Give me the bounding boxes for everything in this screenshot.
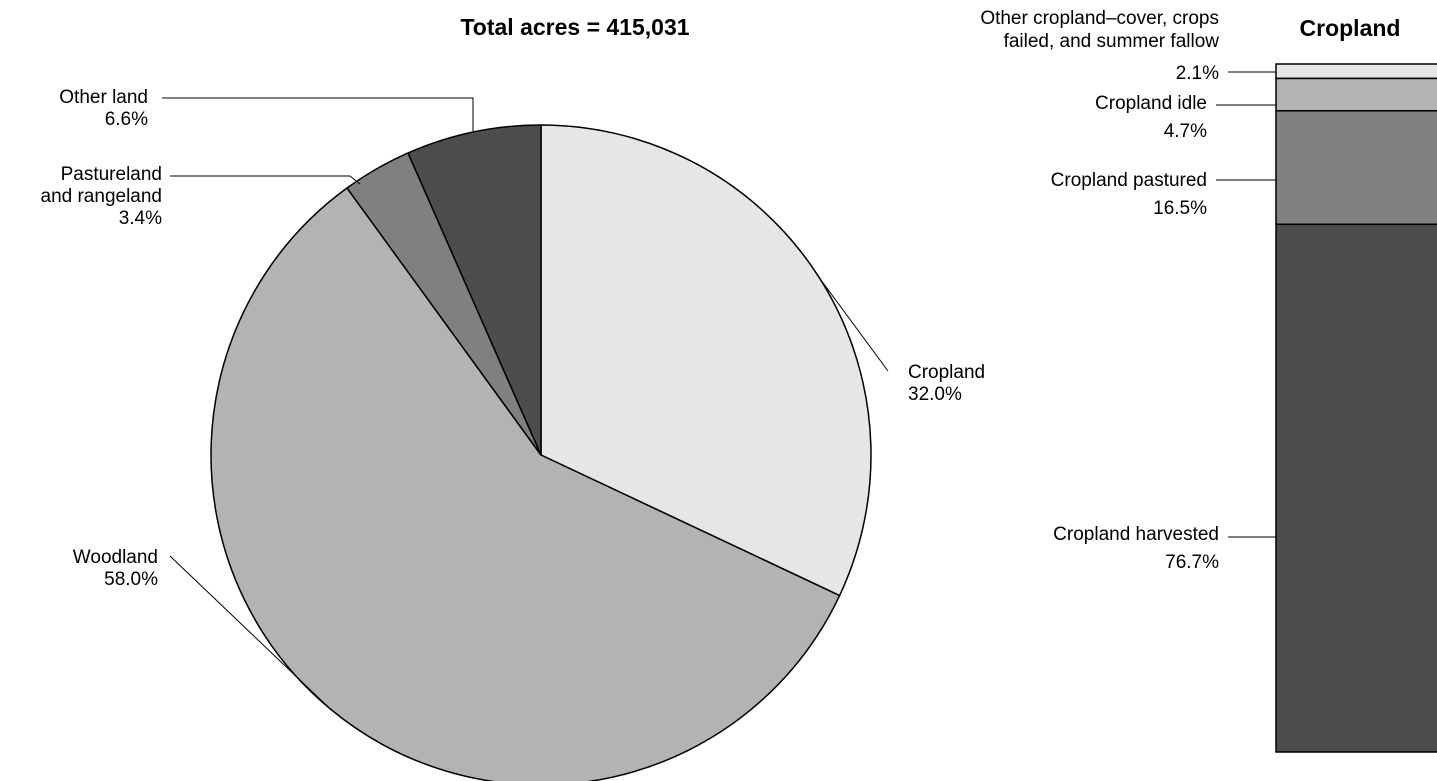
pie-leader-line-woodland bbox=[169, 555, 332, 710]
pie-label-text-pastureland-line: Pastureland bbox=[61, 164, 162, 185]
pie-slice-cropland bbox=[540, 124, 872, 597]
bar-label-text-other-cropland: failed, and summer fallow bbox=[1004, 31, 1220, 52]
pie-chart bbox=[210, 124, 872, 781]
bar-label-cropland-pastured: Cropland pastured 16.5% bbox=[1051, 170, 1276, 219]
bar-label-text-cropland-idle: Cropland idle bbox=[1095, 93, 1207, 114]
pie-label-text-woodland-line: Woodland bbox=[73, 547, 158, 568]
bar-segment-other-cropland bbox=[1275, 63, 1437, 80]
stacked-bar bbox=[1275, 63, 1437, 753]
pie-label-text-pastureland-line: and rangeland bbox=[41, 186, 163, 207]
bar-label-cropland-idle: Cropland idle 4.7% bbox=[1095, 93, 1276, 142]
pie-label-text-pastureland: Pastureland and rangeland bbox=[41, 164, 163, 207]
pie-leader-line-pastureland bbox=[170, 175, 361, 185]
pie-leader-line-other-land bbox=[162, 97, 474, 131]
pie-value-woodland: 58.0% bbox=[104, 569, 158, 590]
bar-value-other-cropland: 2.1% bbox=[1176, 63, 1219, 84]
bar-segment-cropland-pastured bbox=[1275, 110, 1437, 226]
pie-slice-other-land bbox=[407, 124, 542, 456]
bar-segment-cropland-harvested bbox=[1275, 223, 1437, 753]
bar-label-text-cropland-harvested: Cropland harvested bbox=[1053, 524, 1219, 545]
pie-title: Total acres = 415,031 bbox=[460, 14, 689, 40]
pie-label-text-other-land: Other land bbox=[59, 87, 148, 108]
bar-label-text-other-cropland: Other cropland–cover, crops bbox=[980, 8, 1219, 29]
pie-label-text-woodland: Woodland bbox=[73, 547, 158, 568]
bar-label-cropland-harvested: Cropland harvested 76.7% bbox=[1053, 524, 1276, 573]
pie-label-text-other-land-line: Other land bbox=[59, 87, 148, 108]
bar-label-text-cropland-pastured: Cropland pastured bbox=[1051, 170, 1207, 191]
bar-value-cropland-harvested: 76.7% bbox=[1165, 552, 1219, 573]
pie-value-other-land: 6.6% bbox=[105, 109, 148, 130]
bar-segment-cropland-idle bbox=[1275, 77, 1437, 112]
bar-value-cropland-idle: 4.7% bbox=[1164, 121, 1207, 142]
pie-value-cropland: 32.0% bbox=[908, 384, 962, 405]
bar-value-cropland-pastured: 16.5% bbox=[1153, 198, 1207, 219]
bar-title: Cropland bbox=[1300, 15, 1401, 41]
pie-label-text-cropland: Cropland bbox=[908, 362, 985, 383]
pie-label-text-cropland-line: Cropland bbox=[908, 362, 985, 383]
pie-leader-line-cropland bbox=[819, 277, 889, 372]
pie-value-pastureland: 3.4% bbox=[119, 208, 162, 229]
